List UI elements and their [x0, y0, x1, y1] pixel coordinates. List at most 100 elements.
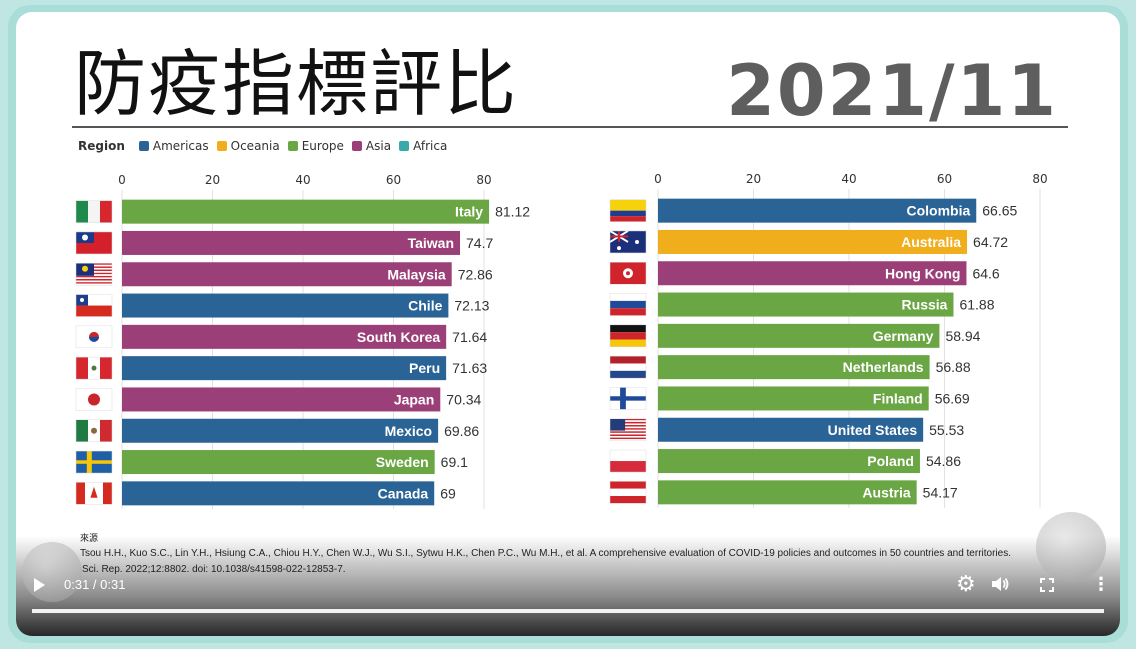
bar-mexico [122, 418, 439, 443]
canada-flag-icon [75, 482, 113, 505]
bar-value-label: 61.88 [959, 297, 994, 313]
legend-swatch [399, 141, 410, 151]
bar-category-label: Italy [455, 204, 483, 220]
colombia-flag-icon [609, 199, 647, 222]
bar-australia [658, 229, 968, 254]
time-display: 0:31 / 0:31 [64, 577, 126, 592]
x-tick-label: 20 [746, 172, 761, 186]
united-states-flag-icon [609, 418, 647, 441]
bar-value-label: 81.12 [495, 204, 530, 220]
play-icon[interactable] [34, 578, 45, 592]
bar-value-label: 71.64 [452, 329, 487, 345]
netherlands-flag-icon [609, 355, 647, 379]
bar-value-label: 56.88 [936, 359, 971, 375]
right-bar-chart: 0 20 40 60 80 Colombia 66.65 Australia 64.72 Hong… [609, 172, 1048, 508]
bar-netherlands [658, 355, 930, 380]
japan-flag-icon [75, 388, 113, 411]
bar-category-label: South Korea [357, 329, 440, 345]
bar-value-label: 55.53 [929, 422, 964, 438]
bar-value-label: 69.1 [441, 454, 468, 470]
fullscreen-icon[interactable] [1040, 578, 1054, 592]
bar-category-label: Malaysia [387, 266, 446, 282]
bar-category-label: Sweden [376, 454, 429, 470]
bar-malaysia [122, 262, 452, 287]
bar-value-label: 71.63 [452, 360, 487, 376]
legend-item-asia: Asia [351, 139, 392, 153]
bar-japan [122, 387, 441, 412]
legend-item-oceania: Oceania [216, 139, 280, 153]
title-divider [72, 126, 1068, 128]
bar-value-label: 58.94 [945, 328, 980, 344]
x-tick-label: 80 [476, 173, 491, 187]
bar-category-label: Netherlands [843, 359, 924, 375]
bar-hong-kong [658, 261, 967, 286]
bar-poland [658, 449, 920, 474]
bar-value-label: 64.72 [973, 234, 1008, 250]
south-korea-flag-icon [75, 325, 113, 349]
region-legend: Region Americas Oceania Europe Asia Africa [78, 139, 455, 153]
legend-label: Americas [152, 139, 209, 153]
bar-category-label: United States [828, 422, 918, 438]
progress-bar[interactable] [32, 609, 1104, 613]
mexico-flag-icon [75, 419, 113, 442]
bar-value-label: 54.86 [926, 453, 961, 469]
hong-kong-flag-icon [609, 262, 647, 285]
austria-flag-icon [609, 481, 647, 504]
peru-flag-icon [75, 356, 113, 380]
source-citation: 來源 Tsou H.H., Kuo S.C., Lin Y.H., Hsiung… [80, 530, 1070, 578]
legend-item-americas: Americas [138, 139, 209, 153]
bar-value-label: 56.69 [935, 390, 970, 406]
bar-chile [122, 293, 449, 318]
bar-category-label: Germany [873, 328, 934, 344]
sweden-flag-icon [75, 450, 113, 474]
virus-decoration-left [22, 542, 82, 602]
bar-category-label: Colombia [906, 203, 970, 219]
legend-label: Asia [365, 139, 392, 153]
left-bar-chart: 0 20 40 60 80 Italy 81.12 Taiwan 74.7 Malaysia 72.… [75, 173, 530, 509]
legend-item-africa: Africa [399, 139, 447, 153]
volume-icon[interactable] [990, 575, 1010, 593]
bar-russia [658, 292, 954, 317]
bar-value-label: 72.86 [458, 266, 493, 282]
bar-category-label: Peru [409, 360, 440, 376]
legend-label: Africa [413, 139, 448, 153]
bar-italy [122, 199, 490, 224]
source-label: 來源 [80, 533, 99, 543]
malaysia-flag-icon [75, 263, 113, 286]
bar-sweden [122, 450, 435, 475]
bar-finland [658, 386, 929, 411]
bar-category-label: Austria [862, 484, 910, 500]
legend-label: Europe [301, 139, 344, 153]
x-tick-label: 80 [1032, 172, 1047, 186]
bar-colombia [658, 198, 977, 223]
bar-value-label: 54.17 [923, 484, 958, 500]
bar-category-label: Australia [901, 234, 961, 250]
bar-category-label: Taiwan [408, 235, 454, 251]
bar-value-label: 72.13 [454, 298, 489, 314]
x-tick-label: 40 [295, 173, 310, 187]
x-tick-label: 20 [205, 173, 220, 187]
x-tick-label: 60 [386, 173, 401, 187]
bar-value-label: 66.65 [982, 203, 1017, 219]
x-tick-label: 60 [937, 172, 952, 186]
bar-austria [658, 480, 917, 505]
settings-icon[interactable]: ⚙ [956, 572, 976, 597]
chile-flag-icon [75, 294, 113, 317]
virus-decoration-right [1036, 512, 1106, 582]
bar-value-label: 69.86 [444, 423, 479, 439]
bar-category-label: Mexico [385, 423, 432, 439]
bar-taiwan [122, 230, 461, 255]
citation-line-1: Tsou H.H., Kuo S.C., Lin Y.H., Hsiung C.… [80, 548, 1011, 559]
bar-united-states [658, 417, 924, 442]
x-tick-label: 0 [118, 173, 126, 187]
date-label: 2021/11 [726, 50, 1058, 132]
video-screen[interactable]: 防疫指標評比 2021/11 Region Americas Oceania Eur… [16, 12, 1120, 636]
germany-flag-icon [609, 324, 647, 348]
legend-swatch [216, 141, 227, 151]
australia-flag-icon [609, 230, 647, 254]
x-tick-label: 40 [841, 172, 856, 186]
x-tick-label: 0 [654, 172, 662, 186]
bar-canada [122, 481, 435, 506]
more-icon[interactable]: ⋮ [1092, 574, 1110, 595]
italy-flag-icon [75, 200, 113, 223]
